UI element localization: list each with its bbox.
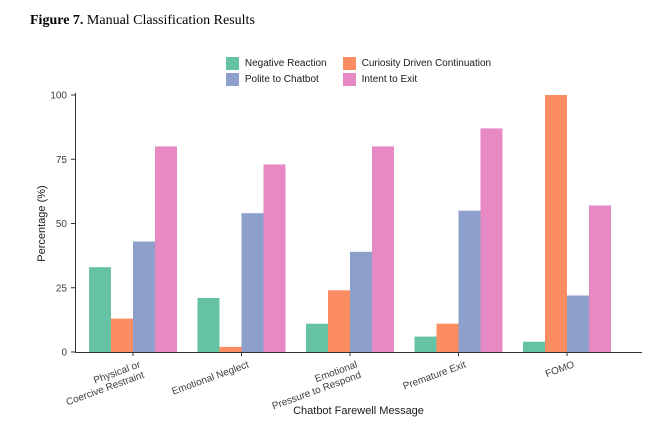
chart-legend: Negative Reaction Curiosity Driven Contin… — [75, 57, 642, 86]
y-tick-label: 75 — [56, 155, 68, 166]
figure-title: Figure 7. Manual Classification Results — [30, 13, 255, 29]
x-tick-label: Emotional Neglect — [171, 359, 251, 397]
bar — [306, 323, 328, 352]
bar — [350, 251, 372, 352]
bar — [197, 298, 220, 352]
legend-swatch-icon — [342, 57, 356, 70]
figure-label: Figure 7. — [30, 13, 84, 28]
y-tick-label: 0 — [61, 348, 67, 359]
y-tick-label: 50 — [56, 219, 68, 230]
bar — [523, 341, 545, 352]
bar — [133, 241, 155, 352]
bar — [480, 128, 503, 352]
bar — [219, 346, 242, 352]
bar — [155, 146, 177, 352]
y-tick-label: 25 — [56, 283, 68, 294]
legend-item: Negative Reaction — [225, 57, 327, 70]
legend-label: Polite to Chatbot — [244, 74, 319, 85]
legend-item: Curiosity Driven Continuation — [342, 57, 492, 70]
bar — [263, 164, 286, 352]
bar — [328, 290, 350, 352]
y-axis-title: Percentage (%) — [36, 185, 48, 261]
bar — [436, 323, 459, 352]
bar — [567, 295, 589, 352]
legend-label: Curiosity Driven Continuation — [361, 58, 492, 69]
legend-swatch-icon — [225, 57, 239, 70]
legend-item: Intent to Exit — [342, 73, 492, 86]
figure-caption: Manual Classification Results — [83, 13, 255, 28]
x-tick-label: FOMO — [544, 359, 576, 380]
legend-item: Polite to Chatbot — [225, 73, 327, 86]
bar — [458, 210, 481, 352]
x-tick-label: Physical orCoercive Restraint — [61, 359, 146, 408]
legend-label: Intent to Exit — [361, 74, 418, 85]
bar — [372, 146, 394, 352]
bar — [111, 318, 133, 352]
bar — [589, 205, 611, 352]
legend-swatch-icon — [225, 73, 239, 86]
bar — [414, 336, 437, 352]
bar — [241, 213, 264, 352]
x-axis-title: Chatbot Farewell Message — [293, 405, 424, 417]
legend-label: Negative Reaction — [244, 58, 327, 69]
y-tick-label: 100 — [50, 91, 67, 102]
legend-swatch-icon — [342, 73, 356, 86]
legend-grid: Negative Reaction Curiosity Driven Contin… — [225, 57, 492, 86]
x-tick-label: Premature Exit — [402, 359, 468, 392]
bar — [545, 95, 567, 352]
bar — [89, 267, 111, 352]
